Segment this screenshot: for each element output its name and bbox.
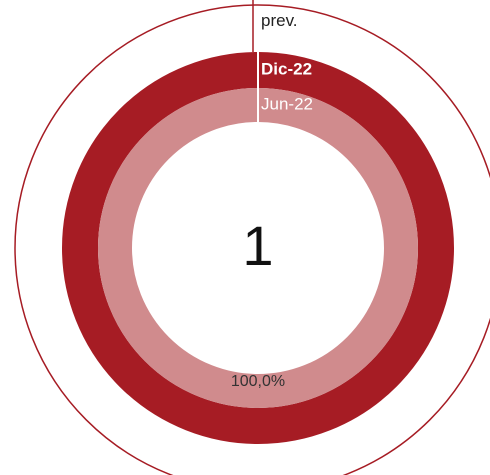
ring-name: Dic-22 bbox=[261, 59, 312, 78]
ring-segment bbox=[15, 5, 490, 475]
value-label: 100,0% bbox=[231, 373, 285, 390]
ring-outline bbox=[14, 4, 490, 475]
ring-name: prev. bbox=[261, 11, 298, 30]
center-label: 1 bbox=[242, 214, 273, 277]
ring-name: Jun-22 bbox=[261, 94, 313, 113]
